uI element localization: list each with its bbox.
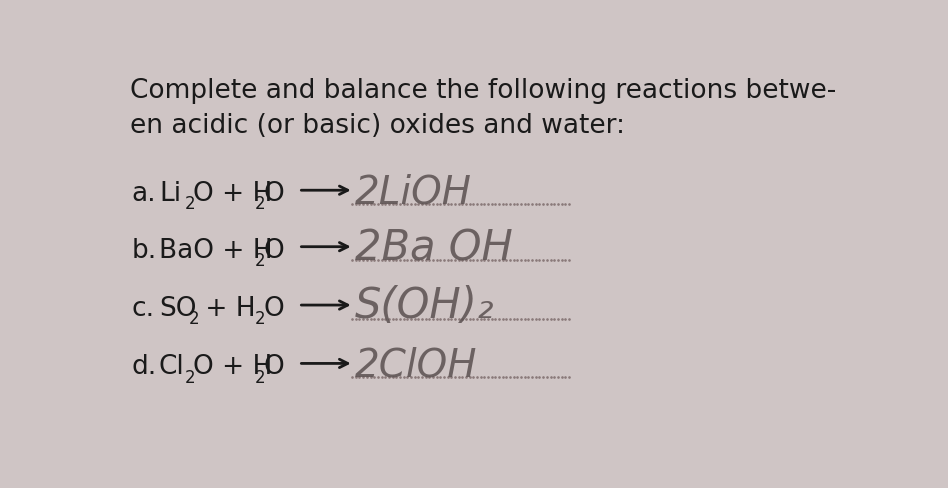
Text: BaO + H: BaO + H (159, 237, 272, 263)
Text: b.: b. (132, 237, 157, 263)
Text: c.: c. (132, 295, 155, 322)
Text: 2LiOH: 2LiOH (356, 173, 472, 211)
Text: 2: 2 (254, 309, 265, 327)
Text: SO: SO (159, 295, 196, 322)
Text: 2: 2 (185, 195, 195, 213)
Text: O + H: O + H (193, 181, 273, 207)
Text: d.: d. (132, 354, 157, 380)
Text: O: O (264, 237, 284, 263)
Text: 2: 2 (185, 368, 195, 386)
Text: Cl: Cl (159, 354, 185, 380)
Text: O + H: O + H (193, 354, 273, 380)
Text: O: O (264, 181, 284, 207)
Text: 2: 2 (254, 368, 265, 386)
Text: O: O (264, 295, 284, 322)
Text: 2: 2 (254, 195, 265, 213)
Text: Li: Li (159, 181, 181, 207)
Text: 2: 2 (254, 251, 265, 269)
Text: S(OH)₂: S(OH)₂ (356, 285, 495, 327)
Text: en acidic (or basic) oxides and water:: en acidic (or basic) oxides and water: (130, 113, 625, 139)
Text: Complete and balance the following reactions betwe-: Complete and balance the following react… (130, 78, 836, 103)
Text: 2: 2 (189, 309, 199, 327)
Text: 2ClOH: 2ClOH (356, 346, 478, 384)
Text: + H: + H (197, 295, 256, 322)
Text: O: O (264, 354, 284, 380)
Text: a.: a. (132, 181, 156, 207)
Text: 2Ba OH: 2Ba OH (356, 226, 513, 268)
